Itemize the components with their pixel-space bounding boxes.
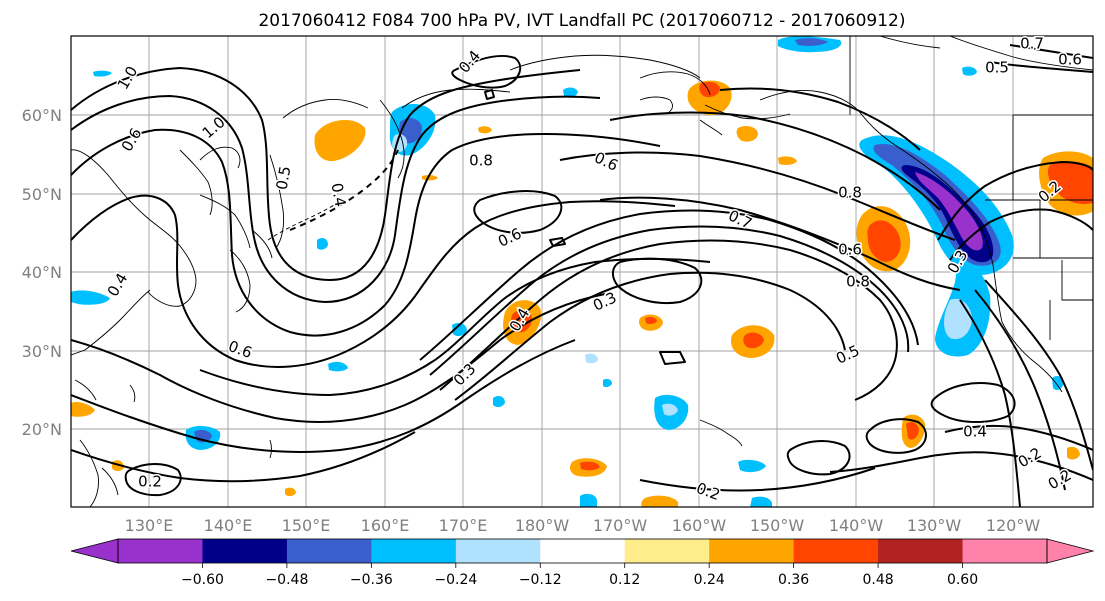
shade-patch [795,38,828,46]
shade-patch [1052,375,1064,391]
figure-title: 2017060412 F084 700 hPa PV, IVT Landfall… [258,11,905,31]
shade-patch [71,401,95,417]
shade-patch [580,461,600,471]
contour-label: 0.2 [138,473,162,491]
lon-label: 160°E [361,516,410,535]
shade-patch [641,495,678,507]
contour-label: 0.5 [985,59,1009,77]
colorbar-segment [371,539,457,563]
shade-patch [493,395,505,408]
contour-label: 0.4 [328,182,350,209]
colorbar-segment [962,539,1048,563]
shade-patch [93,70,112,77]
lon-label: 170°E [439,516,488,535]
colorbar-tick-label: 0.24 [694,572,725,588]
lat-label: 20°N [22,420,62,439]
lat-label: 40°N [22,263,62,282]
shade-patch [603,379,612,388]
shade-patch [736,125,758,142]
contour-label: 0.8 [846,273,870,291]
colorbar-extend-max [1046,538,1095,564]
contour-label: 0.6 [838,241,862,259]
shade-patch [317,237,328,250]
map-panel [70,35,1094,508]
colorbar-tick-label: 0.12 [609,572,640,588]
lon-label: 150°E [282,516,331,535]
shade-patch [750,496,772,507]
lat-label: 50°N [22,185,62,204]
colorbar-tick-label: −0.36 [350,572,393,588]
colorbar-segment [793,539,879,563]
colorbar-segment [455,539,541,563]
colorbar-extend-min [70,538,119,564]
lon-label: 140°E [204,516,253,535]
shade-patch [738,459,766,473]
latitude-labels: 60°N 50°N 40°N 30°N 20°N [22,106,62,439]
lon-label: 160°W [672,516,727,535]
shade-patch [743,332,764,349]
contour-label: 0.8 [838,184,862,202]
colorbar: −0.60 −0.48 −0.36 −0.24 −0.12 0.12 0.24 0.36 0.4… [70,538,1095,588]
contour-label: 0.6 [1058,51,1082,69]
shade-patch [699,81,720,98]
lon-label: 130°W [907,516,962,535]
pv-contours [71,44,1093,507]
shade-patch [1067,446,1080,460]
lat-label: 30°N [22,342,62,361]
shade-patch [962,66,977,76]
shade-patch [645,317,657,325]
contour-label: 0.8 [469,152,493,170]
shade-patch [285,487,296,497]
lon-label: 140°W [829,516,884,535]
colorbar-segment [286,539,372,563]
colorbar-tick-label: −0.24 [434,572,477,588]
colorbar-tick-label: 0.36 [778,572,809,588]
colorbar-outline [117,538,1048,564]
colorbar-segment [624,539,710,563]
shade-patch [580,493,597,507]
shade-patch [915,172,983,251]
shade-patch [778,156,797,165]
colorbar-tick-label: 0.48 [863,572,894,588]
colorbar-segment [540,539,626,563]
lon-label: 180°W [515,516,570,535]
shade-patch [71,290,110,305]
shade-patch [563,87,578,98]
lon-label: 120°W [986,516,1041,535]
contour-label: 0.4 [963,423,987,441]
shade-patch [422,174,438,181]
shade-patch [328,361,348,372]
shade-patch [906,422,919,440]
colorbar-segment [118,539,203,563]
shade-patch [314,119,366,162]
colorbar-segment [202,539,288,563]
longitude-labels: 130°E 140°E 150°E 160°E 170°E 180°W 170°… [125,516,1041,535]
shade-patch [867,220,901,262]
colorbar-tick-label: −0.12 [519,572,562,588]
colorbar-tick-label: 0.60 [947,572,978,588]
lat-label: 60°N [22,106,62,125]
colorbar-tick-label: −0.48 [265,572,308,588]
lon-label: 150°W [750,516,805,535]
colorbar-tick-label: −0.60 [181,572,224,588]
map-frame [70,35,1094,508]
lon-label: 130°E [125,516,174,535]
shade-patch [1047,161,1093,205]
shade-patch [452,322,467,337]
shade-patch [511,309,532,333]
shade-patch [478,126,492,134]
shade-patch [585,353,598,364]
colorbar-segment [878,539,964,563]
colorbar-segment [709,539,795,563]
shade-patch [662,403,678,416]
contour-label: 0.7 [1020,35,1044,53]
lon-label: 170°W [593,516,648,535]
